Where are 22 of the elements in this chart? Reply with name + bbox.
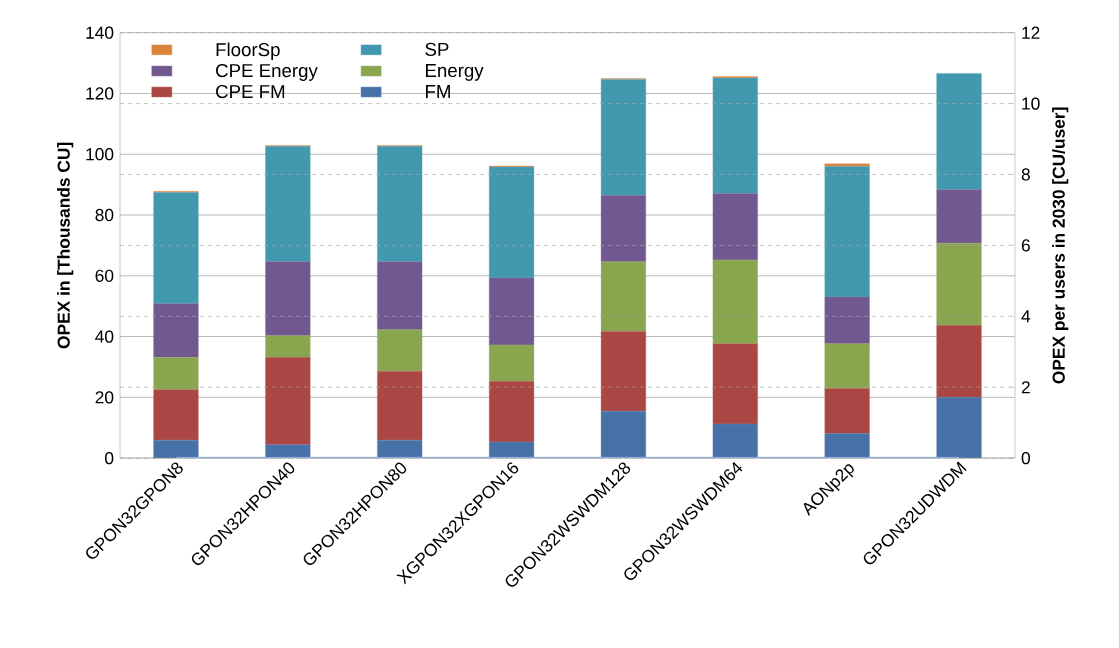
y-tick-label: 20 (95, 391, 114, 404)
legend-label: FloorSp (216, 42, 280, 60)
y2-tick-label: 6 (1021, 239, 1030, 252)
legend-label: Energy (426, 64, 484, 81)
y2-tick-label: 10 (1022, 97, 1040, 110)
legend-label: FM (426, 84, 450, 98)
y-tick-label: 40 (95, 330, 114, 343)
y-tick-label: 60 (95, 269, 114, 282)
y-tick-label: 120 (86, 87, 114, 100)
legend-label: CPE FM (216, 84, 285, 99)
y2-axis-title: OPEX per users in 2030 [CU/user] (1052, 107, 1069, 384)
y2-tick-label: 0 (1021, 451, 1030, 465)
y2-tick-label: 4 (1021, 310, 1031, 323)
y2-tick-label: 2 (1021, 381, 1030, 394)
y2-tick-label: 8 (1021, 168, 1030, 181)
legend-label: CPE Energy (216, 63, 318, 81)
y-axis-title: OPEX in [Thousands CU] (57, 142, 74, 349)
legend-label: SP (425, 42, 449, 56)
y2-tick-label: 12 (1022, 26, 1040, 39)
y-tick-label: 80 (95, 208, 114, 222)
y-tick-label: 140 (86, 26, 114, 39)
y-tick-label: 100 (86, 148, 114, 161)
